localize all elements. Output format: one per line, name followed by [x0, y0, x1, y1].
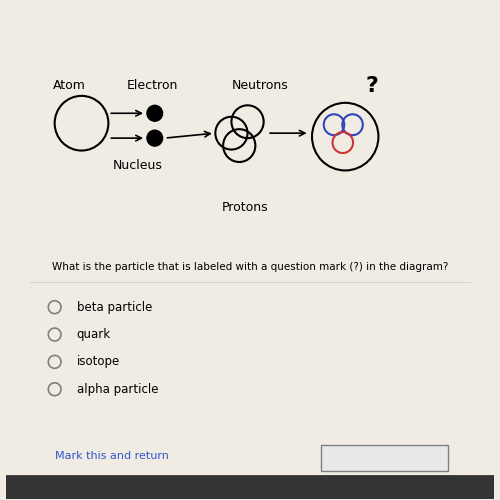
Text: alpha particle: alpha particle	[76, 382, 158, 396]
Text: quark: quark	[76, 328, 111, 341]
FancyBboxPatch shape	[321, 446, 448, 471]
Circle shape	[147, 130, 162, 146]
Text: Protons: Protons	[222, 201, 268, 214]
Text: Electron: Electron	[126, 80, 178, 92]
Text: Mark this and return: Mark this and return	[54, 452, 168, 462]
Text: Atom: Atom	[53, 80, 86, 92]
Text: ?: ?	[366, 76, 378, 96]
Text: beta particle: beta particle	[76, 300, 152, 314]
Text: What is the particle that is labeled with a question mark (?) in the diagram?: What is the particle that is labeled wit…	[52, 262, 448, 272]
Circle shape	[147, 106, 162, 121]
Text: Neutrons: Neutrons	[232, 80, 288, 92]
Text: Save and Exit: Save and Exit	[346, 454, 422, 464]
Text: Nucleus: Nucleus	[112, 159, 162, 172]
Text: isotope: isotope	[76, 356, 120, 368]
